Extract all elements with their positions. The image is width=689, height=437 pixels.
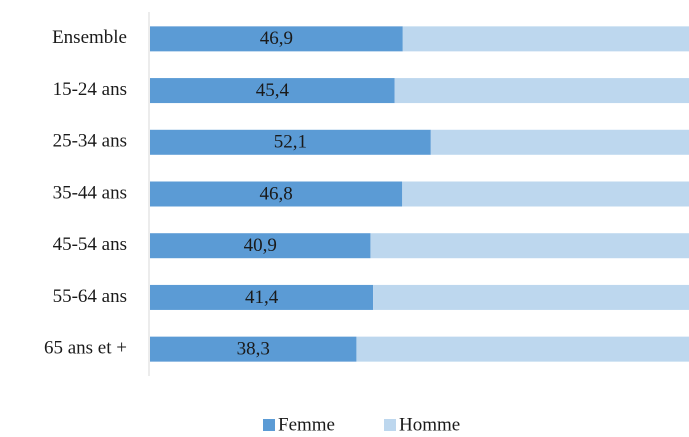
bar-segment [150, 78, 395, 104]
legend-swatch [384, 419, 396, 431]
bar-segment [373, 284, 689, 310]
bar-segment [150, 284, 374, 310]
bar-segment [370, 233, 689, 259]
bar-segment [150, 233, 371, 259]
bar-segment [150, 26, 403, 52]
legend-label: Femme [278, 414, 335, 435]
category-label: 25-34 ans [53, 131, 127, 152]
value-label: 40,9 [244, 235, 277, 256]
legend-swatch [263, 419, 275, 431]
value-label: 46,9 [260, 28, 293, 49]
bar-segment [150, 129, 431, 155]
category-label: Ensemble [52, 27, 127, 48]
category-label: 15-24 ans [53, 79, 127, 100]
legend-label: Homme [399, 414, 460, 435]
bar-segment [430, 129, 689, 155]
value-label: 38,3 [237, 339, 270, 360]
bar-segment [150, 181, 403, 207]
category-label: 35-44 ans [53, 182, 127, 203]
bar-segment [150, 336, 357, 362]
value-label: 41,4 [245, 287, 279, 308]
bar-segment [356, 336, 689, 362]
value-label: 52,1 [274, 132, 307, 153]
value-label: 45,4 [256, 80, 290, 101]
bar-segment [394, 78, 689, 104]
value-label: 46,8 [260, 183, 293, 204]
category-label: 45-54 ans [53, 234, 127, 255]
category-label: 65 ans et + [44, 338, 127, 359]
bar-segment [402, 181, 689, 207]
category-label: 55-64 ans [53, 286, 127, 307]
bar-segment [402, 26, 689, 52]
